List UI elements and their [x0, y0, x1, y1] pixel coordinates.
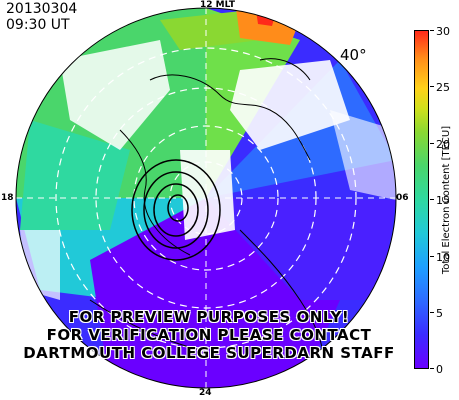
colorbar-tick	[430, 256, 434, 257]
colorbar-tick-label: 0	[436, 363, 443, 376]
colorbar-tick-label: 30	[436, 25, 450, 38]
colorbar-tick-label: 15	[436, 194, 450, 207]
colorbar-tick	[430, 30, 434, 31]
watermark-line-1: FOR PREVIEW PURPOSES ONLY!	[68, 308, 350, 326]
colorbar-tick-label: 25	[436, 81, 450, 94]
date-label: 20130304	[6, 1, 78, 17]
watermark-line-3: DARTMOUTH COLLEGE SUPERDARN STAFF	[23, 344, 395, 362]
watermark-line-2: FOR VERIFICATION PLEASE CONTACT	[46, 326, 372, 344]
colorbar-title: Total Electron Content [TECU]	[441, 125, 452, 275]
colorbar	[414, 30, 429, 369]
mlt-label-dawn: 06	[396, 193, 409, 203]
mlt-label-midnight: 24	[199, 388, 212, 398]
time-label: 09:30 UT	[6, 17, 70, 33]
colorbar-tick	[430, 199, 434, 200]
colorbar-tick-label: 5	[436, 307, 443, 320]
colorbar-tick	[430, 312, 434, 313]
mlt-label-dusk: 18	[1, 193, 14, 203]
colorbar-tick-label: 10	[436, 251, 450, 264]
colorbar-tick	[430, 143, 434, 144]
mlt-label-noon: 12 MLT	[200, 0, 235, 10]
latitude-label: 40°	[340, 46, 367, 64]
colorbar-tick	[430, 368, 434, 369]
colorbar-tick-label: 20	[436, 138, 450, 151]
colorbar-tick	[430, 86, 434, 87]
